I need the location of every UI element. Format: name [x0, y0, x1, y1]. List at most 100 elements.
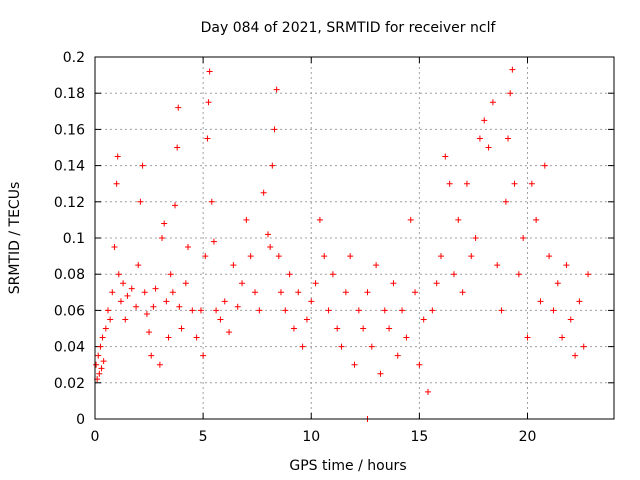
data-point: [275, 253, 282, 260]
y-tick-label: 0.16: [54, 122, 85, 138]
data-point: [312, 280, 319, 287]
y-tick-label: 0.02: [54, 376, 85, 392]
data-point: [321, 253, 328, 260]
data-point: [165, 334, 172, 341]
data-point: [505, 135, 512, 142]
data-point: [156, 361, 163, 368]
data-point: [205, 99, 212, 106]
data-points: [93, 66, 592, 422]
data-point: [100, 358, 107, 365]
data-point: [507, 90, 514, 97]
data-point: [221, 298, 228, 305]
data-point: [197, 307, 204, 314]
data-point: [243, 216, 250, 223]
data-point: [193, 334, 200, 341]
data-point: [217, 316, 224, 323]
data-point: [580, 343, 587, 350]
data-point: [256, 307, 263, 314]
data-point: [137, 198, 144, 205]
data-point: [485, 144, 492, 151]
data-point: [95, 352, 102, 359]
data-point: [200, 352, 207, 359]
data-point: [468, 253, 475, 260]
data-point: [113, 180, 120, 187]
data-point: [124, 292, 131, 299]
data-point: [213, 307, 220, 314]
data-point: [450, 271, 457, 278]
data-point: [97, 343, 104, 350]
data-point: [277, 289, 284, 296]
data-point: [204, 135, 211, 142]
data-point: [559, 334, 566, 341]
data-point: [282, 307, 289, 314]
axis-ticks: 0 0.02 0.04 0.06 0.08 0.1 0.12 0.14 0.16 0.18 0.2 0…: [54, 50, 614, 445]
data-point: [206, 68, 213, 75]
data-point: [141, 289, 148, 296]
data-point: [528, 180, 535, 187]
data-point: [416, 361, 423, 368]
y-tick-label: 0.04: [54, 340, 85, 356]
data-point: [563, 262, 570, 269]
data-point: [455, 216, 462, 223]
data-point: [459, 289, 466, 296]
data-point: [267, 244, 274, 251]
data-point: [182, 280, 189, 287]
data-point: [373, 262, 380, 269]
chart-title: Day 084 of 2021, SRMTID for receiver ncl…: [201, 20, 497, 36]
data-point: [576, 298, 583, 305]
x-axis-label: GPS time / hours: [289, 458, 406, 474]
data-point: [533, 216, 540, 223]
data-point: [554, 280, 561, 287]
data-point: [394, 352, 401, 359]
data-point: [247, 253, 254, 260]
data-point: [438, 253, 444, 260]
data-point: [143, 311, 150, 318]
data-point: [572, 352, 579, 359]
data-point: [463, 180, 470, 187]
data-point: [412, 289, 419, 296]
data-point: [174, 144, 181, 151]
data-point: [146, 329, 153, 336]
data-point: [104, 307, 111, 314]
data-point: [429, 307, 436, 314]
x-tick-label: 0: [91, 429, 100, 445]
data-point: [502, 198, 509, 205]
data-point: [295, 289, 302, 296]
data-point: [377, 370, 384, 377]
data-point: [342, 289, 349, 296]
data-point: [109, 289, 116, 296]
data-point: [159, 235, 166, 241]
data-point: [520, 235, 527, 241]
data-point: [230, 262, 237, 269]
data-point: [111, 244, 118, 251]
data-point: [122, 316, 129, 323]
x-tick-label: 15: [410, 429, 428, 445]
data-point: [161, 220, 168, 227]
x-tick-label: 10: [302, 429, 320, 445]
y-tick-label: 0.06: [54, 303, 85, 319]
data-point: [152, 285, 159, 292]
y-tick-label: 0.2: [63, 50, 85, 66]
data-point: [524, 334, 531, 341]
x-tick-label: 5: [199, 429, 208, 445]
data-point: [163, 298, 170, 305]
data-point: [329, 271, 336, 278]
y-axis-label: SRMTID / TECUs: [7, 182, 23, 295]
data-point: [303, 316, 310, 323]
data-point: [139, 162, 146, 169]
data-point: [351, 361, 358, 368]
data-point: [252, 289, 259, 296]
y-tick-label: 0.18: [54, 86, 85, 102]
data-point: [446, 180, 453, 187]
data-point: [172, 202, 179, 209]
y-tick-label: 0.1: [63, 231, 85, 247]
data-point: [260, 189, 267, 196]
data-point: [338, 343, 345, 350]
data-point: [537, 298, 544, 305]
data-point: [407, 216, 414, 223]
data-point: [102, 325, 109, 332]
data-point: [184, 244, 191, 251]
data-point: [403, 334, 410, 341]
data-point: [498, 307, 505, 314]
data-point: [290, 325, 297, 332]
